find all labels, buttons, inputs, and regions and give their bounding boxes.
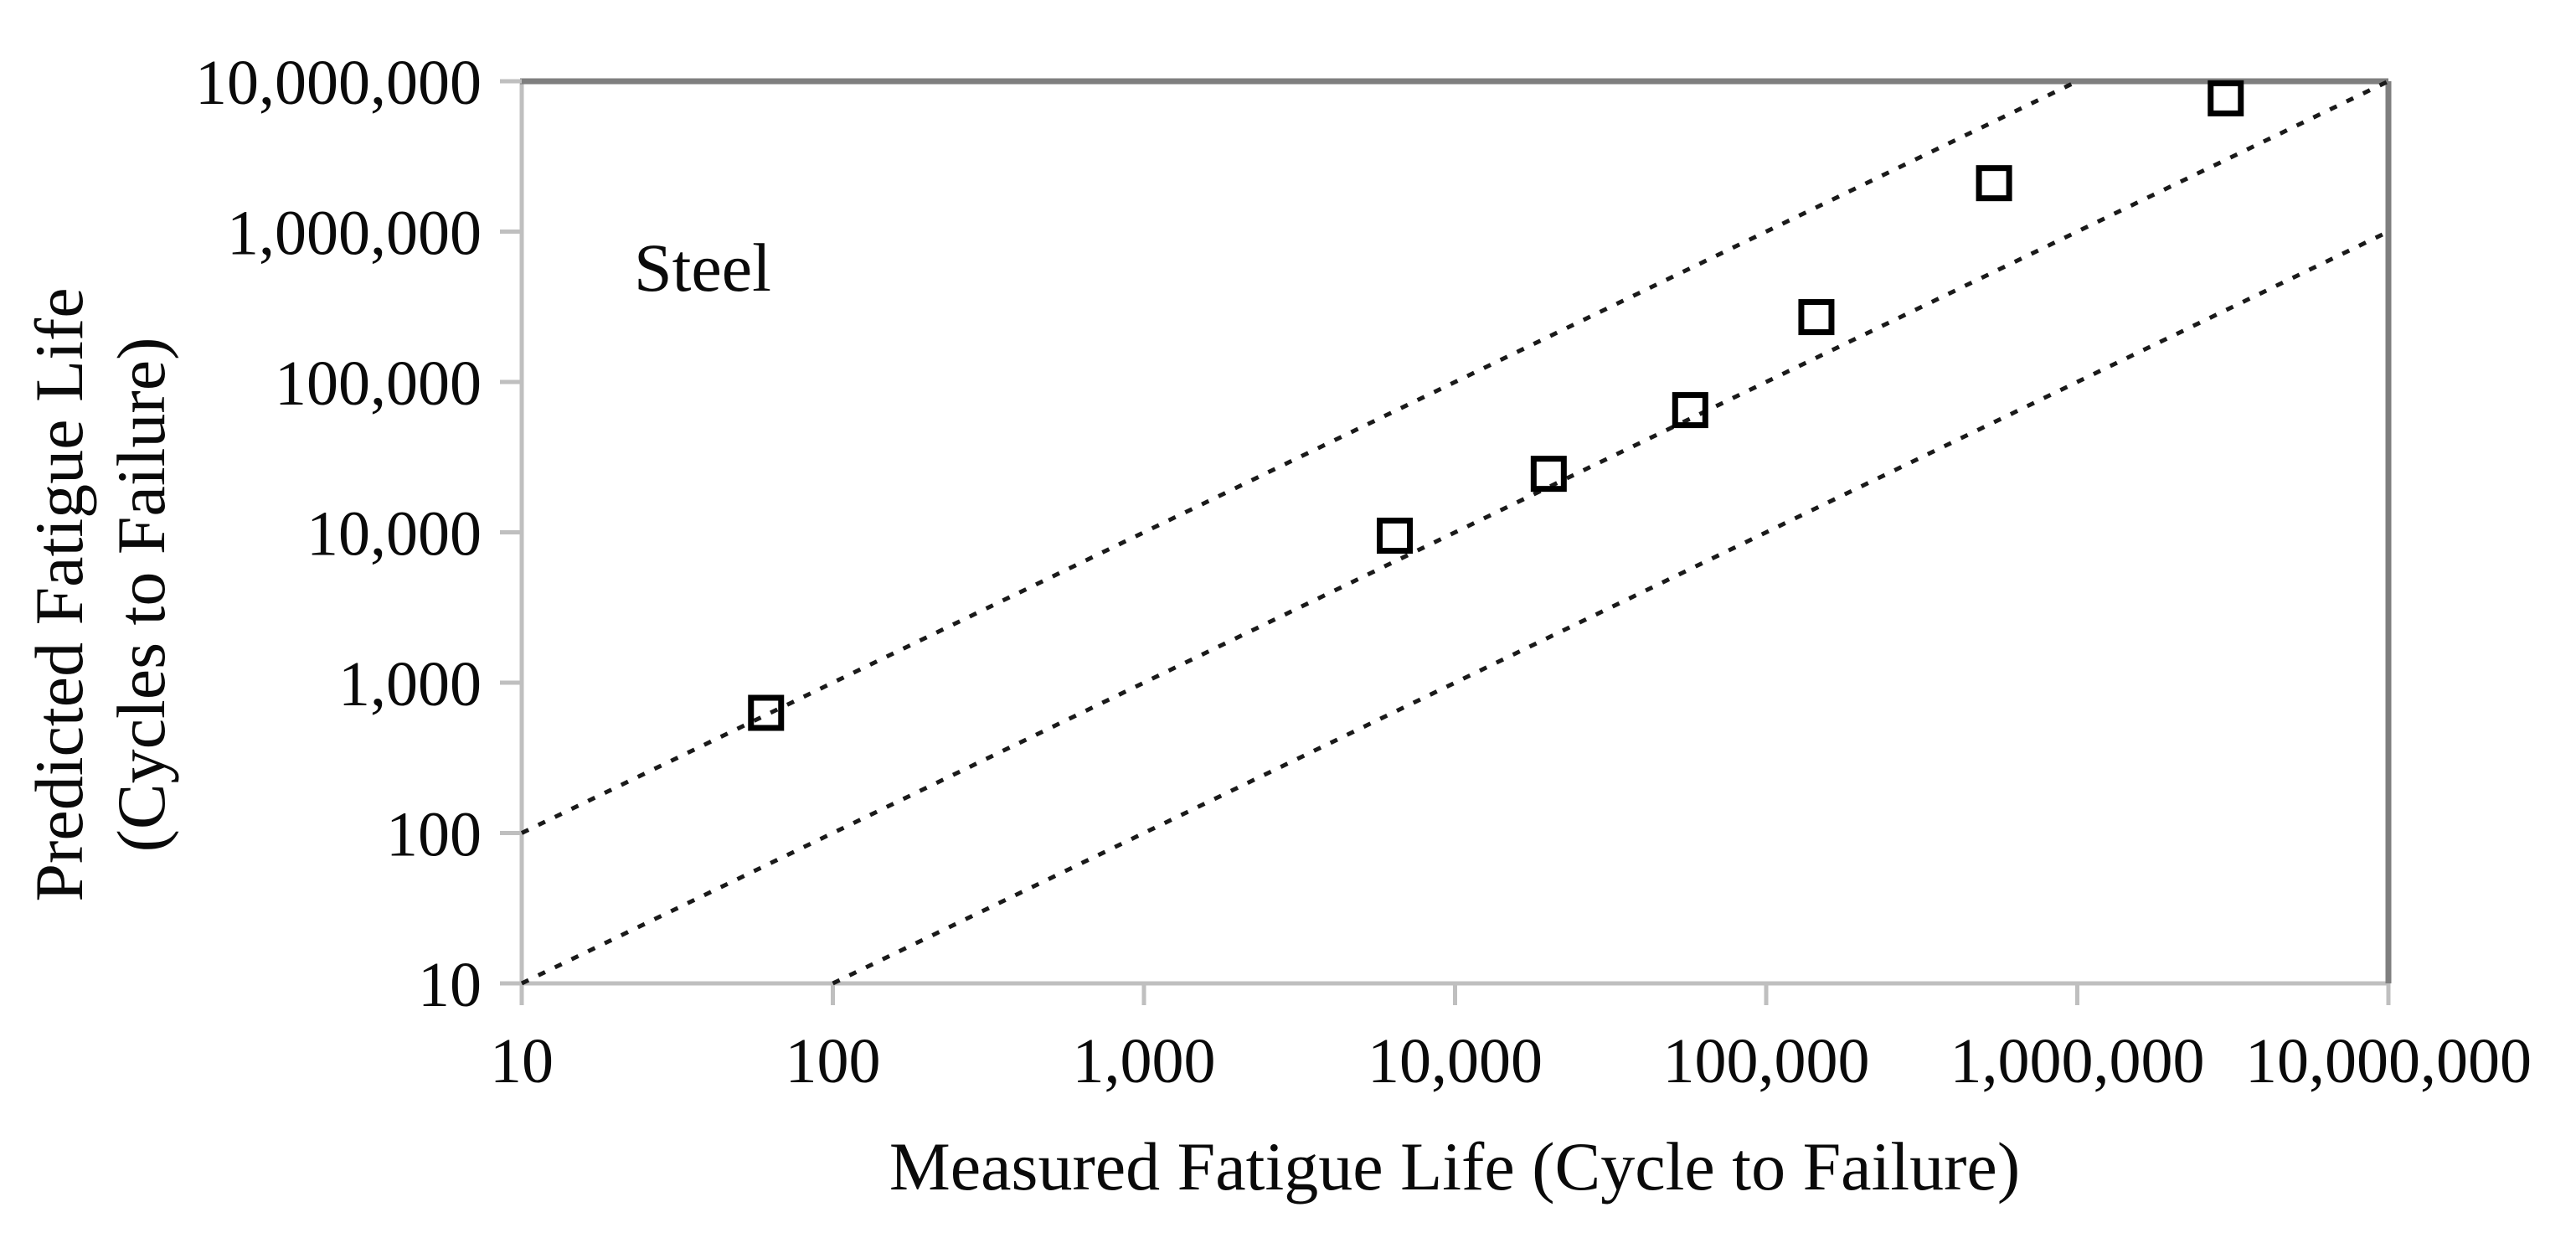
band-0p1x [832, 230, 2390, 986]
y-axis-title-line1: Predicted Fatigue Life [21, 287, 97, 901]
y-tick-label: 10 [418, 950, 482, 1020]
x-tick-label: 1,000 [1073, 1026, 1216, 1096]
x-tick-label: 100,000 [1663, 1026, 1870, 1096]
y-axis-title-line2: (Cycles to Failure) [103, 338, 179, 853]
data-point-marker [2208, 80, 2244, 116]
x-axis-title: Measured Fatigue Life (Cycle to Failure) [889, 1128, 2020, 1205]
data-point-marker [1530, 456, 1567, 493]
y-tick-label: 10,000,000 [195, 48, 482, 118]
series-annotation: Steel [634, 230, 771, 306]
x-tick-label: 10 [490, 1026, 554, 1096]
line-1-to-1 [520, 79, 2390, 986]
y-tick-label: 10,000 [307, 499, 482, 570]
y-tick-label: 100 [386, 800, 482, 870]
y-tick-label: 1,000,000 [227, 199, 482, 269]
x-tick-label: 100 [786, 1026, 881, 1096]
y-tick-label: 1,000 [338, 649, 482, 720]
data-point-marker [1376, 517, 1413, 554]
y-tick-label: 100,000 [275, 348, 482, 419]
data-point-marker [1976, 165, 2012, 202]
data-point-marker [748, 694, 785, 731]
x-tick-label: 1,000,000 [1950, 1026, 2205, 1096]
x-tick-label: 10,000 [1368, 1026, 1543, 1096]
data-point-marker [1798, 299, 1835, 336]
x-tick-label: 10,000,000 [2245, 1026, 2532, 1096]
band-10x [520, 79, 2079, 835]
data-point-marker [1672, 392, 1708, 429]
plot-area: 10 100 1,000 10,000 100,000 1,000,000 10,000,0… [195, 48, 2532, 1096]
